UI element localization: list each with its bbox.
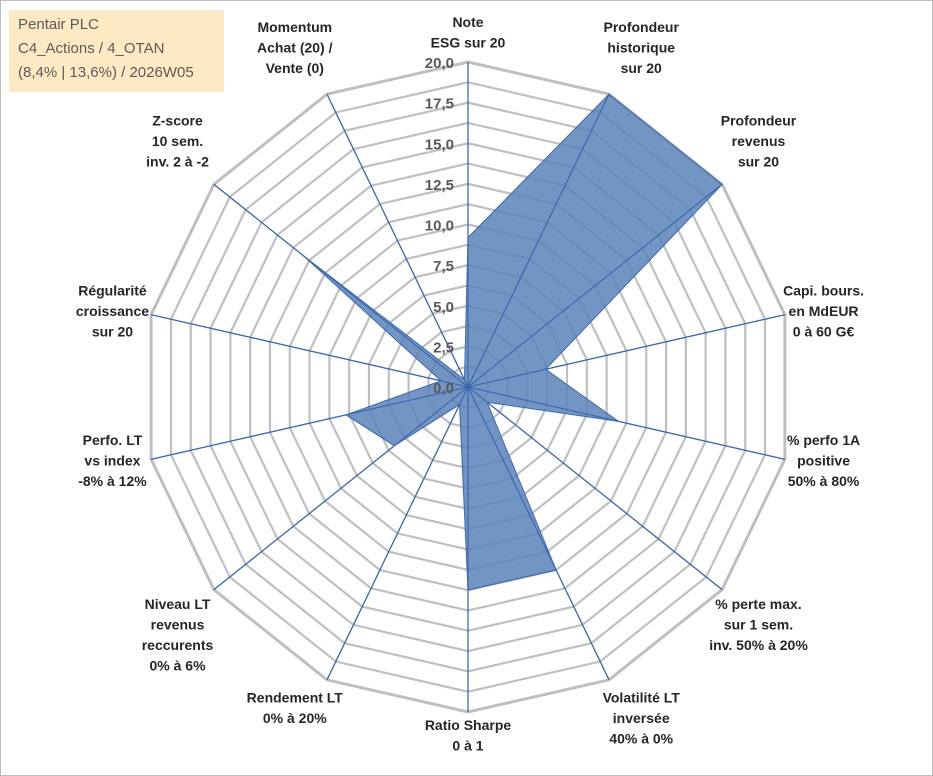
axis-spoke-overlay: [213, 183, 469, 388]
axis-label-line: 0 à 1: [452, 738, 483, 754]
tick-label: 7,5: [433, 258, 454, 275]
axis-label-line: inv. 2 à -2: [146, 153, 209, 169]
tick-label: 0,0: [433, 380, 454, 397]
axis-label-line: 10 sem.: [152, 133, 203, 149]
axis-label-line: historique: [607, 39, 675, 55]
axis-label-line: inv. 50% à 20%: [709, 637, 808, 653]
tick-label: 5,0: [433, 299, 454, 316]
axis-label-line: Momentum: [257, 19, 332, 35]
axis-label-line: Profondeur: [603, 19, 679, 35]
axis-spoke-overlay: [467, 386, 610, 681]
axis-label-line: revenus: [151, 617, 205, 633]
tick-label: 20,0: [425, 55, 454, 72]
axis-label: Profondeur historique sur 20: [603, 19, 679, 76]
tick-label: 2,5: [433, 339, 454, 356]
axis-label-line: en MdEUR: [789, 303, 859, 319]
axis-label-line: ESG sur 20: [431, 35, 506, 51]
info-period: (8,4% | 13,6%) / 2026W05: [18, 64, 194, 81]
axis-label-line: Note: [452, 14, 483, 30]
axis-label: Capi. bours. en MdEUR 0 à 60 G€: [783, 282, 864, 339]
axis-label: Note ESG sur 20: [431, 14, 506, 51]
axis-label-line: Volatilité LT: [603, 690, 681, 706]
axis-label-line: -8% à 12%: [78, 473, 147, 489]
axis-label: % perfo 1A positive 50% à 80%: [787, 432, 860, 489]
axis-label: Z-score 10 sem. inv. 2 à -2: [146, 112, 209, 169]
tick-label: 10,0: [425, 218, 454, 235]
axis-spoke-overlay: [151, 386, 469, 460]
axis-label: % perte max. sur 1 sem. inv. 50% à 20%: [709, 596, 808, 653]
tick-label: 12,5: [425, 177, 454, 194]
axis-label-line: reccurents: [142, 637, 214, 653]
axis-label-line: Ratio Sharpe: [425, 717, 512, 733]
axis-label-line: Niveau LT: [145, 596, 211, 612]
axis-label: Régularité croissance sur 20: [76, 282, 149, 339]
axis-label-line: positive: [797, 453, 850, 469]
axis-spoke-overlay: [151, 314, 469, 388]
axis-label-line: sur 1 sem.: [724, 617, 793, 633]
tick-label: 17,5: [425, 96, 454, 113]
axis-label: Perfo. LT vs index -8% à 12%: [78, 432, 147, 489]
axis-spoke-overlay: [467, 93, 610, 388]
axis-spoke-overlay: [467, 386, 723, 591]
axis-spoke-overlay: [326, 386, 469, 681]
axis-label: Profondeur revenus sur 20: [721, 112, 797, 169]
axis-label-line: Régularité: [78, 282, 147, 298]
axis-labels: Note ESG sur 20 Profondeur historique sur 20…: [76, 14, 864, 754]
axis-label-line: croissance: [76, 303, 149, 319]
axis-label-line: 40% à 0%: [609, 731, 673, 747]
axis-label: Volatilité LT inversée 40% à 0%: [603, 690, 681, 747]
axis-spoke-overlay: [326, 93, 469, 388]
tick-labels: 0,0 2,5 5,0 7,5 10,0 12,5 15,0 17,5 20,0: [425, 55, 454, 397]
axis-label-line: Achat (20) /: [257, 39, 333, 55]
axis-label-line: inversée: [613, 710, 670, 726]
info-category: C4_Actions / 4_OTAN: [18, 40, 165, 57]
info-company: Pentair PLC: [18, 16, 99, 33]
axis-spoke-overlay: [467, 314, 785, 388]
axis-label: Momentum Achat (20) / Vente (0): [257, 19, 333, 76]
axis-label-line: Z-score: [152, 112, 203, 128]
axis-label: Niveau LT revenus reccurents 0% à 6%: [142, 596, 214, 674]
axis-label-line: Perfo. LT: [83, 432, 143, 448]
axis-label-line: % perte max.: [715, 596, 801, 612]
info-box: Pentair PLC C4_Actions / 4_OTAN (8,4% | …: [9, 10, 224, 92]
axis-label-line: sur 20: [92, 323, 133, 339]
tick-label: 15,0: [425, 136, 454, 153]
data-series: [151, 62, 785, 712]
axis-label-line: 0% à 20%: [263, 710, 327, 726]
series-area: [302, 93, 723, 591]
axis-label-line: 0 à 60 G€: [793, 323, 855, 339]
axis-spoke-overlay: [467, 386, 785, 460]
axis-label-line: Rendement LT: [247, 690, 344, 706]
axis-label-line: Capi. bours.: [783, 282, 864, 298]
axis-label-line: Vente (0): [266, 60, 324, 76]
axis-label-line: revenus: [732, 133, 786, 149]
axis-label-line: 50% à 80%: [788, 473, 860, 489]
axis-spoke-overlay: [213, 386, 469, 591]
axis-spoke-overlay: [467, 183, 723, 388]
axis-label: Rendement LT 0% à 20%: [247, 690, 344, 727]
axis-label-line: vs index: [84, 453, 140, 469]
axis-label-line: sur 20: [621, 60, 662, 76]
axis-label-line: Profondeur: [721, 112, 797, 128]
axis-label: Ratio Sharpe 0 à 1: [425, 717, 512, 754]
axis-label-line: 0% à 6%: [149, 658, 206, 674]
axis-label-line: sur 20: [738, 153, 779, 169]
axis-label-line: % perfo 1A: [787, 432, 860, 448]
